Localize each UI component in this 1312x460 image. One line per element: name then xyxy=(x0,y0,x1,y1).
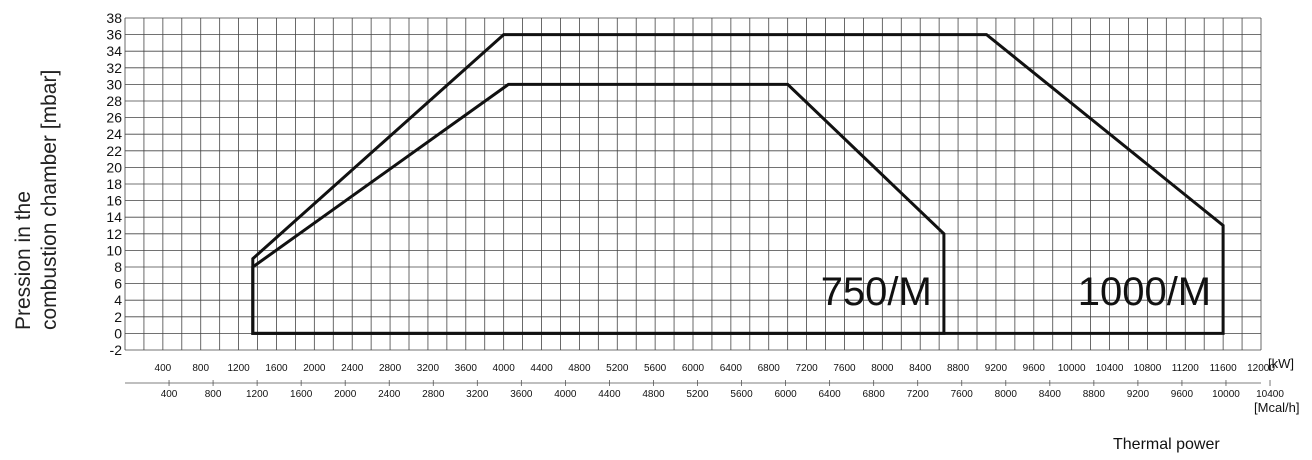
y-tick-label: 22 xyxy=(106,143,122,159)
x-tick-label-kw: 800 xyxy=(192,363,209,374)
y-tick-label: -2 xyxy=(110,342,123,358)
y-tick-label: 26 xyxy=(106,110,122,126)
x-tick-label-kw: 6000 xyxy=(682,363,705,374)
x-tick-label-mcal: 5600 xyxy=(730,389,753,400)
x-tick-label-kw: 4400 xyxy=(530,363,553,374)
y-tick-label: 24 xyxy=(106,126,122,142)
y-tick-label: 10 xyxy=(106,242,122,258)
x-tick-label-kw: 7200 xyxy=(795,363,818,374)
x-tick-label-mcal: 8400 xyxy=(1039,389,1062,400)
x-tick-label-mcal: 4400 xyxy=(598,389,621,400)
y-tick-label: 8 xyxy=(114,259,122,275)
x-tick-label-kw: 8400 xyxy=(909,363,932,374)
x-tick-label-mcal: 4000 xyxy=(554,389,577,400)
x-tick-label-kw: 2000 xyxy=(303,363,326,374)
x-tick-label-kw: 7600 xyxy=(833,363,856,374)
x-tick-label-mcal: 7600 xyxy=(951,389,974,400)
x-tick-label-mcal: 800 xyxy=(205,389,222,400)
y-tick-label: 38 xyxy=(106,10,122,26)
x-tick-label-mcal: 400 xyxy=(161,389,178,400)
x-tick-label-kw: 400 xyxy=(155,363,172,374)
x-tick-label-kw: 3600 xyxy=(455,363,478,374)
x-tick-label-kw: 8800 xyxy=(947,363,970,374)
x-tick-label-kw: 2800 xyxy=(379,363,402,374)
y-tick-label: 18 xyxy=(106,176,122,192)
x-tick-label-mcal: 10000 xyxy=(1212,389,1240,400)
y-tick-label: 2 xyxy=(114,309,122,325)
x-ticks-mcal: 400 800 1200 1600 2000 2400 2800 3200 3600 4000 44… xyxy=(125,380,1284,400)
y-tick-label: 34 xyxy=(106,43,122,59)
y-tick-label: 0 xyxy=(114,325,122,341)
y-tick-label: 4 xyxy=(114,292,122,308)
x-tick-label-mcal: 6800 xyxy=(863,389,886,400)
y-tick-label: 20 xyxy=(106,159,122,175)
x-tick-label-mcal: 2000 xyxy=(334,389,357,400)
y-tick-label: 28 xyxy=(106,93,122,109)
x-tick-label-mcal: 7200 xyxy=(907,389,930,400)
x-tick-label-kw: 5200 xyxy=(606,363,629,374)
x-tick-label-mcal: 8000 xyxy=(995,389,1018,400)
x-tick-label-mcal: 9200 xyxy=(1127,389,1150,400)
x-tick-label-mcal: 9600 xyxy=(1171,389,1194,400)
y-tick-label: 32 xyxy=(106,60,122,76)
x-tick-label-kw: 2400 xyxy=(341,363,364,374)
x-tick-label-mcal: 1600 xyxy=(290,389,313,400)
x-tick-label-kw: 5600 xyxy=(644,363,667,374)
y-axis-label: Pression in the combustion chamber [mbar… xyxy=(12,70,61,330)
x-tick-label-kw: 10400 xyxy=(1096,363,1124,374)
x-ticks-kw: 400 800 1200 1600 2000 2400 2800 3200 3600 4000 44… xyxy=(155,363,1276,374)
x-tick-label-kw: 4000 xyxy=(493,363,516,374)
x-tick-label-mcal: 3200 xyxy=(466,389,489,400)
curves xyxy=(251,33,1225,335)
series-label: 750/M xyxy=(821,270,932,314)
grid xyxy=(124,17,1262,351)
x-tick-label-mcal: 1200 xyxy=(246,389,269,400)
x-unit-kw: [kW] xyxy=(1268,356,1294,371)
x-tick-label-kw: 11200 xyxy=(1172,363,1200,374)
y-tick-label: 36 xyxy=(106,27,122,43)
curve-labels: 1000/M 750/M xyxy=(821,270,1211,314)
x-tick-label-mcal: 2800 xyxy=(422,389,445,400)
y-tick-label: 14 xyxy=(106,209,122,225)
x-tick-label-kw: 4800 xyxy=(568,363,591,374)
x-tick-label-kw: 6800 xyxy=(758,363,781,374)
x-unit-mcal: [Mcal/h] xyxy=(1254,400,1300,415)
x-tick-label-kw: 11600 xyxy=(1210,363,1238,374)
x-tick-label-mcal: 8800 xyxy=(1083,389,1106,400)
x-axis-label: Thermal power xyxy=(1113,436,1220,453)
x-tick-label-kw: 12000 xyxy=(1247,363,1275,374)
x-tick-label-kw: 1200 xyxy=(227,363,250,374)
x-tick-label-mcal: 3600 xyxy=(510,389,533,400)
x-tick-label-kw: 10000 xyxy=(1058,363,1086,374)
x-tick-label-kw: 6400 xyxy=(720,363,743,374)
x-tick-label-kw: 10800 xyxy=(1133,363,1161,374)
x-tick-label-mcal: 5200 xyxy=(686,389,709,400)
x-tick-label-mcal: 4800 xyxy=(642,389,665,400)
series-label: 1000/M xyxy=(1078,270,1211,314)
x-tick-label-kw: 9600 xyxy=(1023,363,1046,374)
y-tick-label: 30 xyxy=(106,76,122,92)
series-1000-M xyxy=(251,33,1225,335)
x-tick-label-kw: 3200 xyxy=(417,363,440,374)
x-tick-label-kw: 9200 xyxy=(985,363,1008,374)
y-axis-label-line-2: combustion chamber [mbar] xyxy=(38,70,61,330)
x-tick-label-mcal: 2400 xyxy=(378,389,401,400)
y-tick-label: 16 xyxy=(106,193,122,209)
y-tick-label: 12 xyxy=(106,226,122,242)
x-tick-label-kw: 1600 xyxy=(265,363,288,374)
x-tick-label-kw: 8000 xyxy=(871,363,894,374)
series-750-M xyxy=(251,82,946,335)
x-tick-label-mcal: 6400 xyxy=(818,389,841,400)
x-tick-label-mcal: 10400 xyxy=(1256,389,1284,400)
y-tick-label: 6 xyxy=(114,276,122,292)
y-axis-label-line-1: Pression in the xyxy=(12,191,35,330)
x-tick-label-mcal: 6000 xyxy=(774,389,797,400)
